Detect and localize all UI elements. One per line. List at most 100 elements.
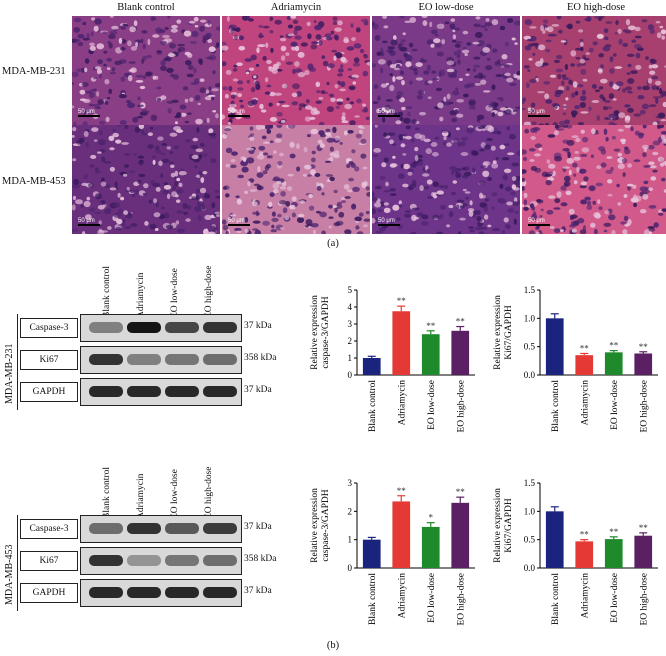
scale-bar-label: 50 μm (228, 109, 245, 115)
kda-label: 37 kDa (244, 321, 272, 331)
panel-b-caption: (b) (326, 640, 340, 651)
y-tick-label: 1.0 (524, 313, 536, 323)
x-tick-label: Adriamycin (397, 573, 407, 619)
band-label: GAPDH (20, 583, 78, 603)
band (127, 322, 161, 333)
he-micrograph: 50 μm (372, 125, 520, 234)
x-tick-label: Blank control (551, 573, 561, 625)
blot-strip (80, 547, 242, 575)
x-tick-label: Blank control (551, 380, 561, 432)
band (203, 354, 237, 365)
kda-label: 37 kDa (244, 522, 272, 532)
y-tick-label: 2 (348, 506, 353, 516)
panel-a-caption: (a) (327, 238, 339, 249)
significance-mark: ** (426, 321, 436, 331)
x-tick-label: EO high-dose (456, 573, 466, 626)
blot-strip (80, 314, 242, 342)
x-tick-label: Adriamycin (397, 380, 407, 426)
bar (575, 541, 594, 568)
bar (634, 535, 653, 568)
scale-bar-label: 50 μm (78, 218, 95, 224)
significance-mark: ** (609, 341, 619, 351)
y-tick-label: 0.5 (524, 342, 536, 352)
x-tick-label: Adriamycin (580, 380, 590, 426)
y-tick-label: 1.0 (524, 506, 536, 516)
bar (392, 311, 411, 375)
bar (362, 539, 381, 568)
y-tick-label: 3 (348, 319, 353, 329)
bar (575, 355, 594, 375)
scale-bar (228, 115, 250, 117)
significance-mark: ** (397, 296, 407, 306)
scale-bar (228, 224, 250, 226)
band (203, 523, 237, 534)
band (89, 354, 123, 365)
bar (545, 511, 564, 568)
row-label-mda-mb-453: MDA-MB-453 (2, 176, 66, 187)
kda-label: 358 kDa (244, 353, 277, 363)
blot-strip (80, 378, 242, 406)
scale-bar (378, 115, 400, 117)
x-tick-label: Blank control (368, 380, 378, 432)
he-micrograph: 50 μm (372, 16, 520, 125)
bar (451, 330, 470, 375)
he-micrograph: 50 μm (522, 125, 666, 234)
he-micrograph: 50 μm (522, 16, 666, 125)
bar (545, 318, 564, 375)
x-tick-label: EO low-dose (427, 573, 437, 623)
y-tick-label: 0.0 (524, 370, 536, 380)
significance-mark: ** (580, 530, 590, 540)
y-tick-label: 0 (348, 563, 353, 573)
band (89, 555, 123, 566)
scale-bar-label: 50 μm (78, 109, 95, 115)
band (165, 354, 199, 365)
col-label-eo-low: EO low-dose (418, 2, 474, 13)
band (165, 587, 199, 598)
band (127, 555, 161, 566)
bar (392, 501, 411, 568)
row-label-mda-mb-231: MDA-MB-231 (2, 66, 66, 77)
x-tick-label: EO low-dose (610, 380, 620, 430)
y-axis-label: Relative expression (493, 295, 503, 370)
scale-bar-label: 50 μm (528, 218, 545, 224)
he-micrograph: 50 μm (222, 125, 370, 234)
x-tick-label: EO high-dose (639, 573, 649, 626)
y-tick-label: 0.0 (524, 563, 536, 573)
y-tick-label: 1.5 (524, 478, 536, 488)
band (165, 386, 199, 397)
band-label: Ki67 (20, 350, 78, 370)
scale-bar (528, 115, 550, 117)
bar (604, 352, 623, 375)
significance-mark: ** (580, 343, 590, 353)
y-axis-label: Ki67/GAPDH (504, 498, 514, 553)
y-axis-label: Relative expression (310, 488, 320, 563)
scale-bar-label: 50 μm (228, 218, 245, 224)
band (127, 587, 161, 598)
band-label: Caspase-3 (20, 318, 78, 338)
band-label: GAPDH (20, 382, 78, 402)
x-tick-label: EO low-dose (610, 573, 620, 623)
significance-mark: ** (639, 523, 649, 533)
scale-bar (78, 224, 100, 226)
band (89, 322, 123, 333)
y-tick-label: 0 (348, 370, 353, 380)
bar (451, 502, 470, 568)
y-tick-label: 1 (348, 353, 353, 363)
band (89, 587, 123, 598)
y-tick-label: 2 (348, 336, 353, 346)
band (127, 354, 161, 365)
x-tick-label: EO high-dose (456, 380, 466, 433)
blot-strip (80, 346, 242, 374)
band (203, 386, 237, 397)
band-label: Ki67 (20, 551, 78, 571)
y-axis-label: Ki67/GAPDH (504, 305, 514, 360)
band-label: Caspase-3 (20, 519, 78, 539)
x-tick-label: EO high-dose (639, 380, 649, 433)
y-tick-label: 1.5 (524, 285, 536, 295)
y-axis-label: caspase-3/GAPDH (321, 296, 331, 368)
kda-label: 358 kDa (244, 554, 277, 564)
scale-bar (378, 224, 400, 226)
significance-mark: ** (456, 487, 466, 497)
band (127, 523, 161, 534)
y-axis-label: Relative expression (310, 295, 320, 370)
